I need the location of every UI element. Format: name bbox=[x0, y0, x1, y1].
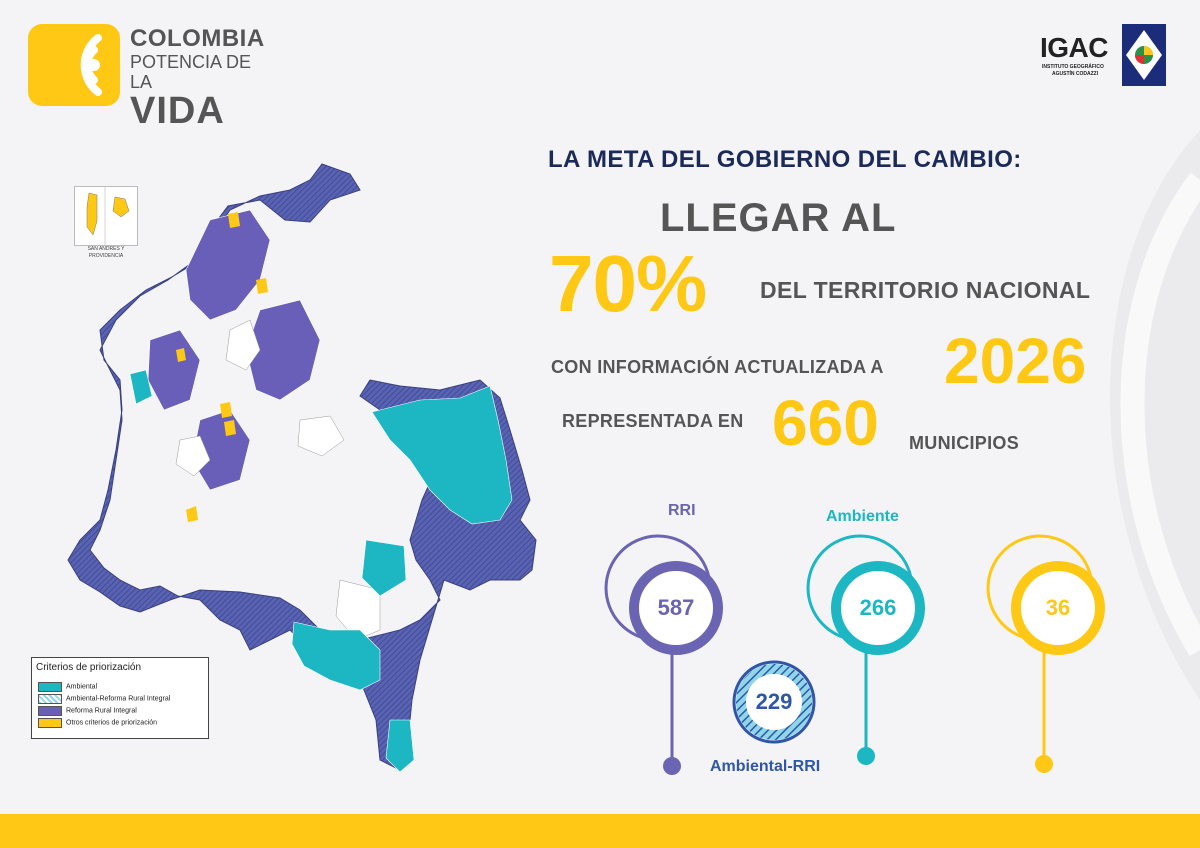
colombia-potencia-logo: COLOMBIA POTENCIA DE LA VIDA bbox=[28, 24, 268, 130]
headline-municipios: MUNICIPIOS bbox=[909, 433, 1020, 453]
headline-year: 2026 bbox=[944, 325, 1087, 397]
map-territory-none bbox=[175, 435, 211, 477]
stat-rri-arc bbox=[604, 534, 712, 642]
map-territory-rri bbox=[185, 209, 271, 321]
map-territory-none bbox=[225, 319, 261, 371]
map-territory-ambiental bbox=[361, 539, 407, 597]
igac-subtitle-1: INSTITUTO GEOGRÁFICO bbox=[1042, 64, 1104, 70]
stat-otros-dot bbox=[1035, 755, 1053, 773]
headline-territorio: DEL TERRITORIO NACIONAL bbox=[760, 277, 1091, 303]
map-territory-otros bbox=[256, 278, 268, 294]
headline-meta: LA META DEL GOBIERNO DEL CAMBIO: bbox=[548, 146, 1022, 173]
stat-ambiente-arc bbox=[806, 534, 914, 642]
map-territory-otros bbox=[186, 506, 198, 522]
stat-ambiental-rri-value: 229 bbox=[755, 689, 793, 714]
legend-swatch bbox=[38, 718, 62, 728]
legend-swatch bbox=[38, 682, 62, 692]
map-territory-ambiental bbox=[291, 621, 381, 691]
stat-rri-ring bbox=[629, 561, 723, 655]
stat-rri-graphic bbox=[604, 534, 723, 775]
headline-llegar: LLEGAR AL bbox=[660, 196, 897, 240]
stat-ambiente-graphic bbox=[806, 534, 925, 765]
headline-con-info: CON INFORMACIÓN ACTUALIZADA A bbox=[551, 357, 884, 377]
igac-logo: IGAC INSTITUTO GEOGRÁFICO AGUSTÍN CODAZZ… bbox=[1040, 24, 1166, 88]
logo-mark-icon bbox=[28, 24, 120, 106]
stat-ambiente-value: 266 bbox=[859, 595, 897, 620]
stat-ambiental-rri-outer bbox=[732, 660, 816, 744]
igac-subtitle-2: AGUSTÍN CODAZZI bbox=[1052, 71, 1099, 77]
logo-line-colombia: COLOMBIA bbox=[130, 25, 265, 52]
map-territory-otros bbox=[220, 402, 232, 418]
logo-text: COLOMBIA POTENCIA DE LA VIDA bbox=[130, 25, 268, 132]
headline-municipios-count: 660 bbox=[772, 387, 879, 459]
legend-item-ambiental-rri: Ambiental-Reforma Rural Integral bbox=[38, 694, 170, 704]
colombia-map bbox=[67, 163, 537, 773]
stat-otros-arc bbox=[986, 534, 1094, 642]
map-territory-ambiental bbox=[371, 385, 513, 525]
stat-rri-label: RRI bbox=[668, 502, 696, 519]
stats-graphics bbox=[604, 534, 1105, 775]
igac-wordmark: IGAC bbox=[1040, 32, 1109, 63]
map-territory-none bbox=[297, 415, 345, 457]
legend-item-otros: Otros criterios de priorización bbox=[38, 718, 157, 728]
stat-otros-ring bbox=[1011, 561, 1105, 655]
headline-representada: REPRESENTADA EN bbox=[562, 411, 744, 431]
stat-otros-value: 36 bbox=[1045, 595, 1071, 620]
logo-line-potencia: POTENCIA DE LA bbox=[130, 52, 252, 92]
logo-line-vida: VIDA bbox=[130, 90, 225, 132]
legend-item-ambiental: Ambiental bbox=[38, 682, 97, 692]
legend-swatch bbox=[38, 694, 62, 704]
stat-ambiente-dot bbox=[857, 747, 875, 765]
map-territory-otros bbox=[176, 348, 186, 362]
legend-swatch bbox=[38, 706, 62, 716]
stat-ambiental-rri-graphic bbox=[732, 660, 816, 744]
stat-otros-graphic bbox=[986, 534, 1105, 773]
stat-rri-value: 587 bbox=[657, 595, 695, 620]
legend-item-rri: Reforma Rural Integral bbox=[38, 706, 137, 716]
map-territory-ambiental bbox=[385, 719, 415, 773]
san-andres-inset: SAN ANDRES Y PROVIDENCIA bbox=[74, 186, 138, 264]
map-territory-otros bbox=[224, 420, 236, 436]
inset-box bbox=[74, 186, 138, 246]
stat-ambiente-ring bbox=[831, 561, 925, 655]
inset-islands-icon bbox=[86, 187, 130, 245]
stat-ambiental-rri-label: Ambiental-RRI bbox=[710, 758, 821, 775]
headline-percent: 70% bbox=[549, 239, 707, 328]
inset-label: SAN ANDRES Y PROVIDENCIA bbox=[87, 246, 125, 259]
igac-badge-icon bbox=[1122, 24, 1166, 86]
stats-section: RRI 587 Ambiente 266 36 229 Ambiental-RR… bbox=[600, 490, 1140, 810]
map-territory-otros bbox=[228, 212, 240, 228]
legend-title: Criterios de priorización bbox=[36, 662, 142, 673]
stat-ambiente-label: Ambiente bbox=[826, 508, 899, 525]
map-legend: Criterios de priorización Ambiental Ambi… bbox=[31, 657, 209, 739]
stat-rri-dot bbox=[663, 757, 681, 775]
stat-ambiental-rri-ring bbox=[736, 664, 812, 740]
bottom-bar bbox=[0, 814, 1200, 848]
map-territory-rri bbox=[147, 329, 201, 411]
map-territory-ambiental bbox=[129, 369, 153, 405]
